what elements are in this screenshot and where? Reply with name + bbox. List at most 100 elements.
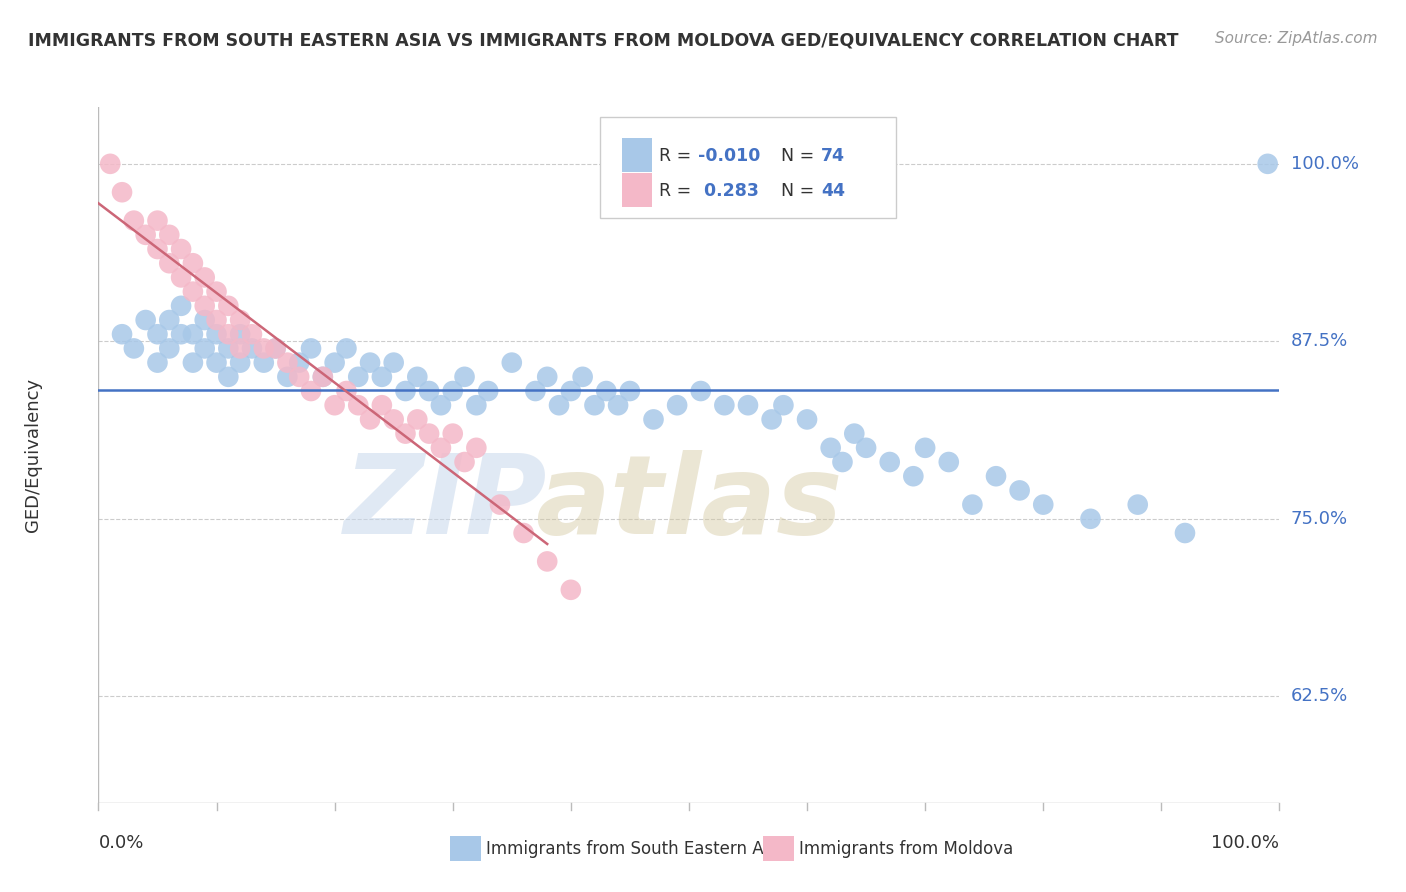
Point — [583, 398, 606, 412]
FancyBboxPatch shape — [763, 836, 794, 862]
Point — [253, 356, 276, 370]
Point — [536, 554, 558, 568]
Point — [264, 342, 287, 356]
Point — [135, 227, 157, 242]
Point — [98, 157, 121, 171]
Text: -0.010: -0.010 — [699, 147, 761, 165]
Point — [205, 327, 228, 342]
Point — [240, 342, 263, 356]
FancyBboxPatch shape — [600, 118, 896, 219]
Point — [135, 313, 157, 327]
Point — [441, 384, 464, 398]
Point — [181, 256, 204, 270]
Text: GED/Equivalency: GED/Equivalency — [24, 378, 42, 532]
Point — [984, 469, 1007, 483]
Point — [560, 384, 582, 398]
Point — [359, 412, 381, 426]
Text: R =: R = — [659, 182, 692, 200]
Point — [820, 441, 842, 455]
Point — [323, 398, 346, 412]
Text: 100.0%: 100.0% — [1291, 155, 1358, 173]
Point — [288, 369, 311, 384]
Point — [607, 398, 630, 412]
Point — [335, 384, 357, 398]
Point — [1174, 526, 1197, 541]
Point — [465, 398, 488, 412]
Point — [689, 384, 711, 398]
Point — [643, 412, 665, 426]
Point — [217, 342, 239, 356]
Point — [406, 369, 429, 384]
Point — [394, 426, 416, 441]
Point — [229, 342, 252, 356]
Point — [430, 398, 453, 412]
Point — [122, 342, 145, 356]
Point — [146, 356, 169, 370]
Point — [229, 327, 252, 342]
Point — [181, 327, 204, 342]
Text: Immigrants from South Eastern Asia: Immigrants from South Eastern Asia — [486, 839, 787, 858]
Point — [359, 356, 381, 370]
Point — [477, 384, 499, 398]
Point — [453, 369, 475, 384]
Text: 0.283: 0.283 — [699, 182, 759, 200]
FancyBboxPatch shape — [621, 173, 652, 207]
Point — [595, 384, 617, 398]
Point — [831, 455, 853, 469]
Text: IMMIGRANTS FROM SOUTH EASTERN ASIA VS IMMIGRANTS FROM MOLDOVA GED/EQUIVALENCY CO: IMMIGRANTS FROM SOUTH EASTERN ASIA VS IM… — [28, 31, 1178, 49]
Point — [217, 369, 239, 384]
Point — [299, 384, 322, 398]
Point — [217, 327, 239, 342]
Point — [796, 412, 818, 426]
Point — [938, 455, 960, 469]
Point — [524, 384, 547, 398]
Text: 74: 74 — [821, 147, 845, 165]
Point — [170, 327, 193, 342]
Point — [170, 270, 193, 285]
Text: 0.0%: 0.0% — [98, 834, 143, 852]
Point — [666, 398, 689, 412]
Point — [737, 398, 759, 412]
Text: 75.0%: 75.0% — [1291, 510, 1348, 528]
Point — [772, 398, 794, 412]
Point — [229, 313, 252, 327]
Point — [571, 369, 593, 384]
Text: N =: N = — [782, 182, 814, 200]
Point — [1126, 498, 1149, 512]
Text: atlas: atlas — [536, 450, 842, 558]
Point — [335, 342, 357, 356]
Point — [146, 213, 169, 227]
Point — [1080, 512, 1102, 526]
Point — [194, 270, 217, 285]
Point — [1008, 483, 1031, 498]
Text: N =: N = — [782, 147, 814, 165]
Point — [170, 299, 193, 313]
Point — [312, 369, 335, 384]
Point — [347, 398, 370, 412]
Point — [903, 469, 925, 483]
FancyBboxPatch shape — [621, 138, 652, 172]
Point — [157, 227, 180, 242]
Point — [465, 441, 488, 455]
Point — [430, 441, 453, 455]
Point — [962, 498, 984, 512]
Text: 100.0%: 100.0% — [1212, 834, 1279, 852]
Text: 62.5%: 62.5% — [1291, 688, 1348, 706]
Point — [844, 426, 866, 441]
Point — [914, 441, 936, 455]
Point — [157, 313, 180, 327]
Point — [181, 356, 204, 370]
Point — [181, 285, 204, 299]
Point — [1257, 157, 1279, 171]
Point — [264, 342, 287, 356]
Point — [194, 313, 217, 327]
Point — [536, 369, 558, 384]
Point — [761, 412, 783, 426]
Point — [111, 327, 134, 342]
Point — [157, 256, 180, 270]
Point — [146, 242, 169, 256]
Point — [418, 384, 440, 398]
Text: 44: 44 — [821, 182, 845, 200]
Point — [276, 369, 298, 384]
Point — [489, 498, 512, 512]
